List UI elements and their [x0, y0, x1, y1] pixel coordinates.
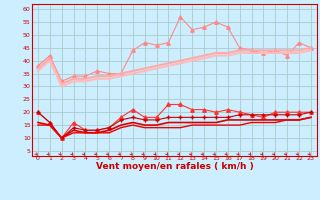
X-axis label: Vent moyen/en rafales ( km/h ): Vent moyen/en rafales ( km/h ) [96, 162, 253, 171]
